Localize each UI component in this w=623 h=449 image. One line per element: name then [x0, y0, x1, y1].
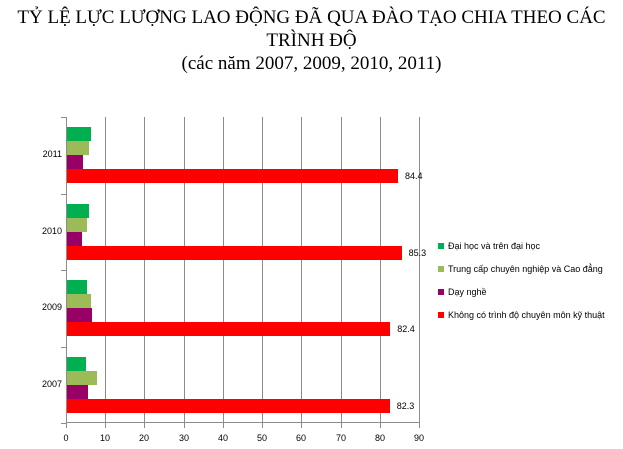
x-tick-label: 50	[256, 433, 267, 443]
y-tick	[61, 193, 66, 195]
gridline	[301, 117, 302, 423]
x-tick	[223, 423, 224, 428]
x-tick-label: 80	[374, 433, 385, 443]
bar	[67, 370, 98, 385]
x-tick	[262, 423, 263, 428]
x-tick-label: 90	[413, 433, 424, 443]
x-tick	[419, 423, 420, 428]
legend-item: Không có trình độ chuyên môn kỹ thuật	[438, 309, 605, 320]
bar	[67, 384, 89, 399]
bar	[67, 231, 82, 246]
legend-label: Đại học và trên đại học	[448, 240, 541, 251]
gridline	[380, 117, 381, 423]
x-tick-label: 0	[63, 433, 69, 443]
bar	[67, 155, 83, 170]
bar	[67, 169, 399, 184]
x-tick-label: 70	[335, 433, 346, 443]
chart-title: TỶ LỆ LỰC LƯỢNG LAO ĐỘNG ĐÃ QUA ĐÀO TẠO …	[0, 6, 623, 75]
gridline	[341, 117, 342, 423]
chart-subtitle: (các năm 2007, 2009, 2010, 2011)	[181, 53, 442, 74]
x-tick	[105, 423, 106, 428]
bar	[67, 203, 89, 218]
y-axis-line	[66, 117, 67, 423]
chart-title-line2: TRÌNH ĐỘ	[266, 30, 357, 51]
data-label: 82.4	[397, 324, 415, 335]
bar	[67, 245, 402, 260]
y-category-label: 2009	[41, 302, 62, 313]
y-category-label: 2010	[41, 225, 62, 236]
data-label: 84.4	[405, 171, 423, 182]
x-tick	[380, 423, 381, 428]
legend-item: Trung cấp chuyên nghiệp và Cao đẳng	[438, 263, 605, 274]
x-axis-line	[66, 422, 419, 423]
legend-swatch-icon	[438, 265, 444, 272]
gridline	[105, 117, 106, 423]
x-tick-label: 60	[295, 433, 306, 443]
y-tick	[61, 423, 66, 424]
legend-label: Trung cấp chuyên nghiệp và Cao đẳng	[448, 263, 603, 274]
legend-label: Dạy nghề	[448, 286, 487, 297]
y-category-label: 2007	[41, 378, 62, 389]
bar	[67, 217, 87, 232]
legend-label: Không có trình độ chuyên môn kỹ thuật	[448, 309, 605, 320]
legend-swatch-icon	[438, 288, 444, 295]
bar	[67, 322, 391, 337]
chart-title-line1: TỶ LỆ LỰC LƯỢNG LAO ĐỘNG ĐÃ QUA ĐÀO TẠO …	[17, 7, 606, 28]
bar	[67, 141, 89, 156]
x-tick-label: 30	[178, 433, 189, 443]
y-category-label: 2011	[42, 149, 62, 160]
gridline	[144, 117, 145, 423]
x-tick-label: 10	[99, 433, 110, 443]
x-tick	[341, 423, 342, 428]
bar	[67, 294, 91, 309]
legend: Đại học và trên đại học Trung cấp chuyên …	[438, 240, 605, 332]
legend-item: Dạy nghề	[438, 286, 605, 297]
x-tick	[301, 423, 302, 428]
gridline	[262, 117, 263, 423]
legend-swatch-icon	[438, 242, 444, 249]
gridline	[223, 117, 224, 423]
legend-item: Đại học và trên đại học	[438, 240, 605, 251]
x-tick-label: 20	[138, 433, 149, 443]
bar	[67, 398, 390, 413]
x-tick	[144, 423, 145, 428]
x-tick-label: 40	[217, 433, 228, 443]
data-label: 82.3	[396, 400, 415, 411]
bar	[67, 308, 93, 323]
gridline	[419, 117, 420, 423]
bar	[67, 356, 86, 371]
bar	[67, 280, 87, 295]
x-tick	[184, 423, 185, 428]
y-tick	[61, 346, 66, 348]
x-tick	[66, 423, 67, 428]
legend-swatch-icon	[438, 311, 444, 318]
y-tick	[61, 117, 66, 118]
y-tick	[61, 270, 66, 271]
gridline	[184, 117, 185, 423]
plot-area: 82.3 82.4 85.3 84.4	[61, 117, 426, 428]
bar	[67, 127, 91, 142]
data-label: 85.3	[408, 247, 427, 258]
